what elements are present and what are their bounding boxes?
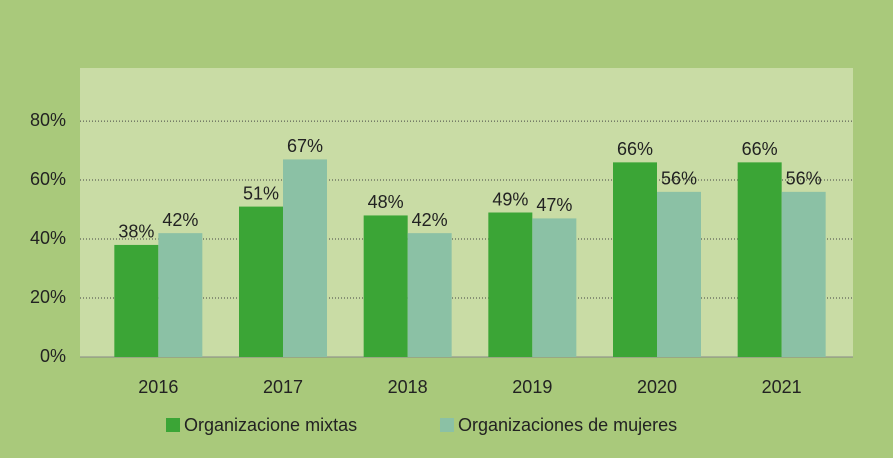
bar bbox=[488, 212, 533, 357]
value-label: 49% bbox=[492, 189, 528, 209]
value-label: 56% bbox=[786, 169, 822, 189]
bar bbox=[158, 233, 203, 357]
value-label: 47% bbox=[536, 195, 572, 215]
value-label: 51% bbox=[243, 183, 279, 203]
x-tick-label: 2017 bbox=[263, 377, 303, 397]
x-tick-label: 2020 bbox=[637, 377, 677, 397]
value-label: 66% bbox=[742, 139, 778, 159]
value-label: 42% bbox=[412, 210, 448, 230]
x-tick-label: 2016 bbox=[138, 377, 178, 397]
bar bbox=[363, 215, 408, 357]
plot-area bbox=[80, 68, 853, 357]
bar bbox=[283, 159, 327, 357]
x-tick-label: 2021 bbox=[762, 377, 802, 397]
bar bbox=[657, 191, 701, 357]
bar bbox=[613, 162, 657, 357]
value-label: 48% bbox=[368, 192, 404, 212]
legend-swatch bbox=[166, 418, 180, 432]
value-label: 66% bbox=[617, 139, 653, 159]
bar bbox=[407, 233, 452, 357]
y-tick-label: 80% bbox=[30, 110, 66, 130]
value-label: 56% bbox=[661, 169, 697, 189]
bar bbox=[737, 162, 782, 357]
legend-swatch bbox=[440, 418, 454, 432]
value-label: 42% bbox=[162, 210, 198, 230]
bar bbox=[532, 218, 577, 357]
y-tick-label: 40% bbox=[30, 228, 66, 248]
legend-label: Organizacione mixtas bbox=[184, 415, 357, 435]
bar bbox=[239, 206, 283, 357]
y-tick-label: 0% bbox=[40, 346, 66, 366]
y-tick-label: 20% bbox=[30, 287, 66, 307]
bar bbox=[114, 244, 159, 357]
x-tick-label: 2019 bbox=[512, 377, 552, 397]
value-label: 67% bbox=[287, 136, 323, 156]
value-label: 38% bbox=[118, 222, 154, 242]
legend-label: Organizaciones de mujeres bbox=[458, 415, 677, 435]
x-tick-label: 2018 bbox=[388, 377, 428, 397]
y-tick-label: 60% bbox=[30, 169, 66, 189]
bar bbox=[781, 191, 826, 357]
